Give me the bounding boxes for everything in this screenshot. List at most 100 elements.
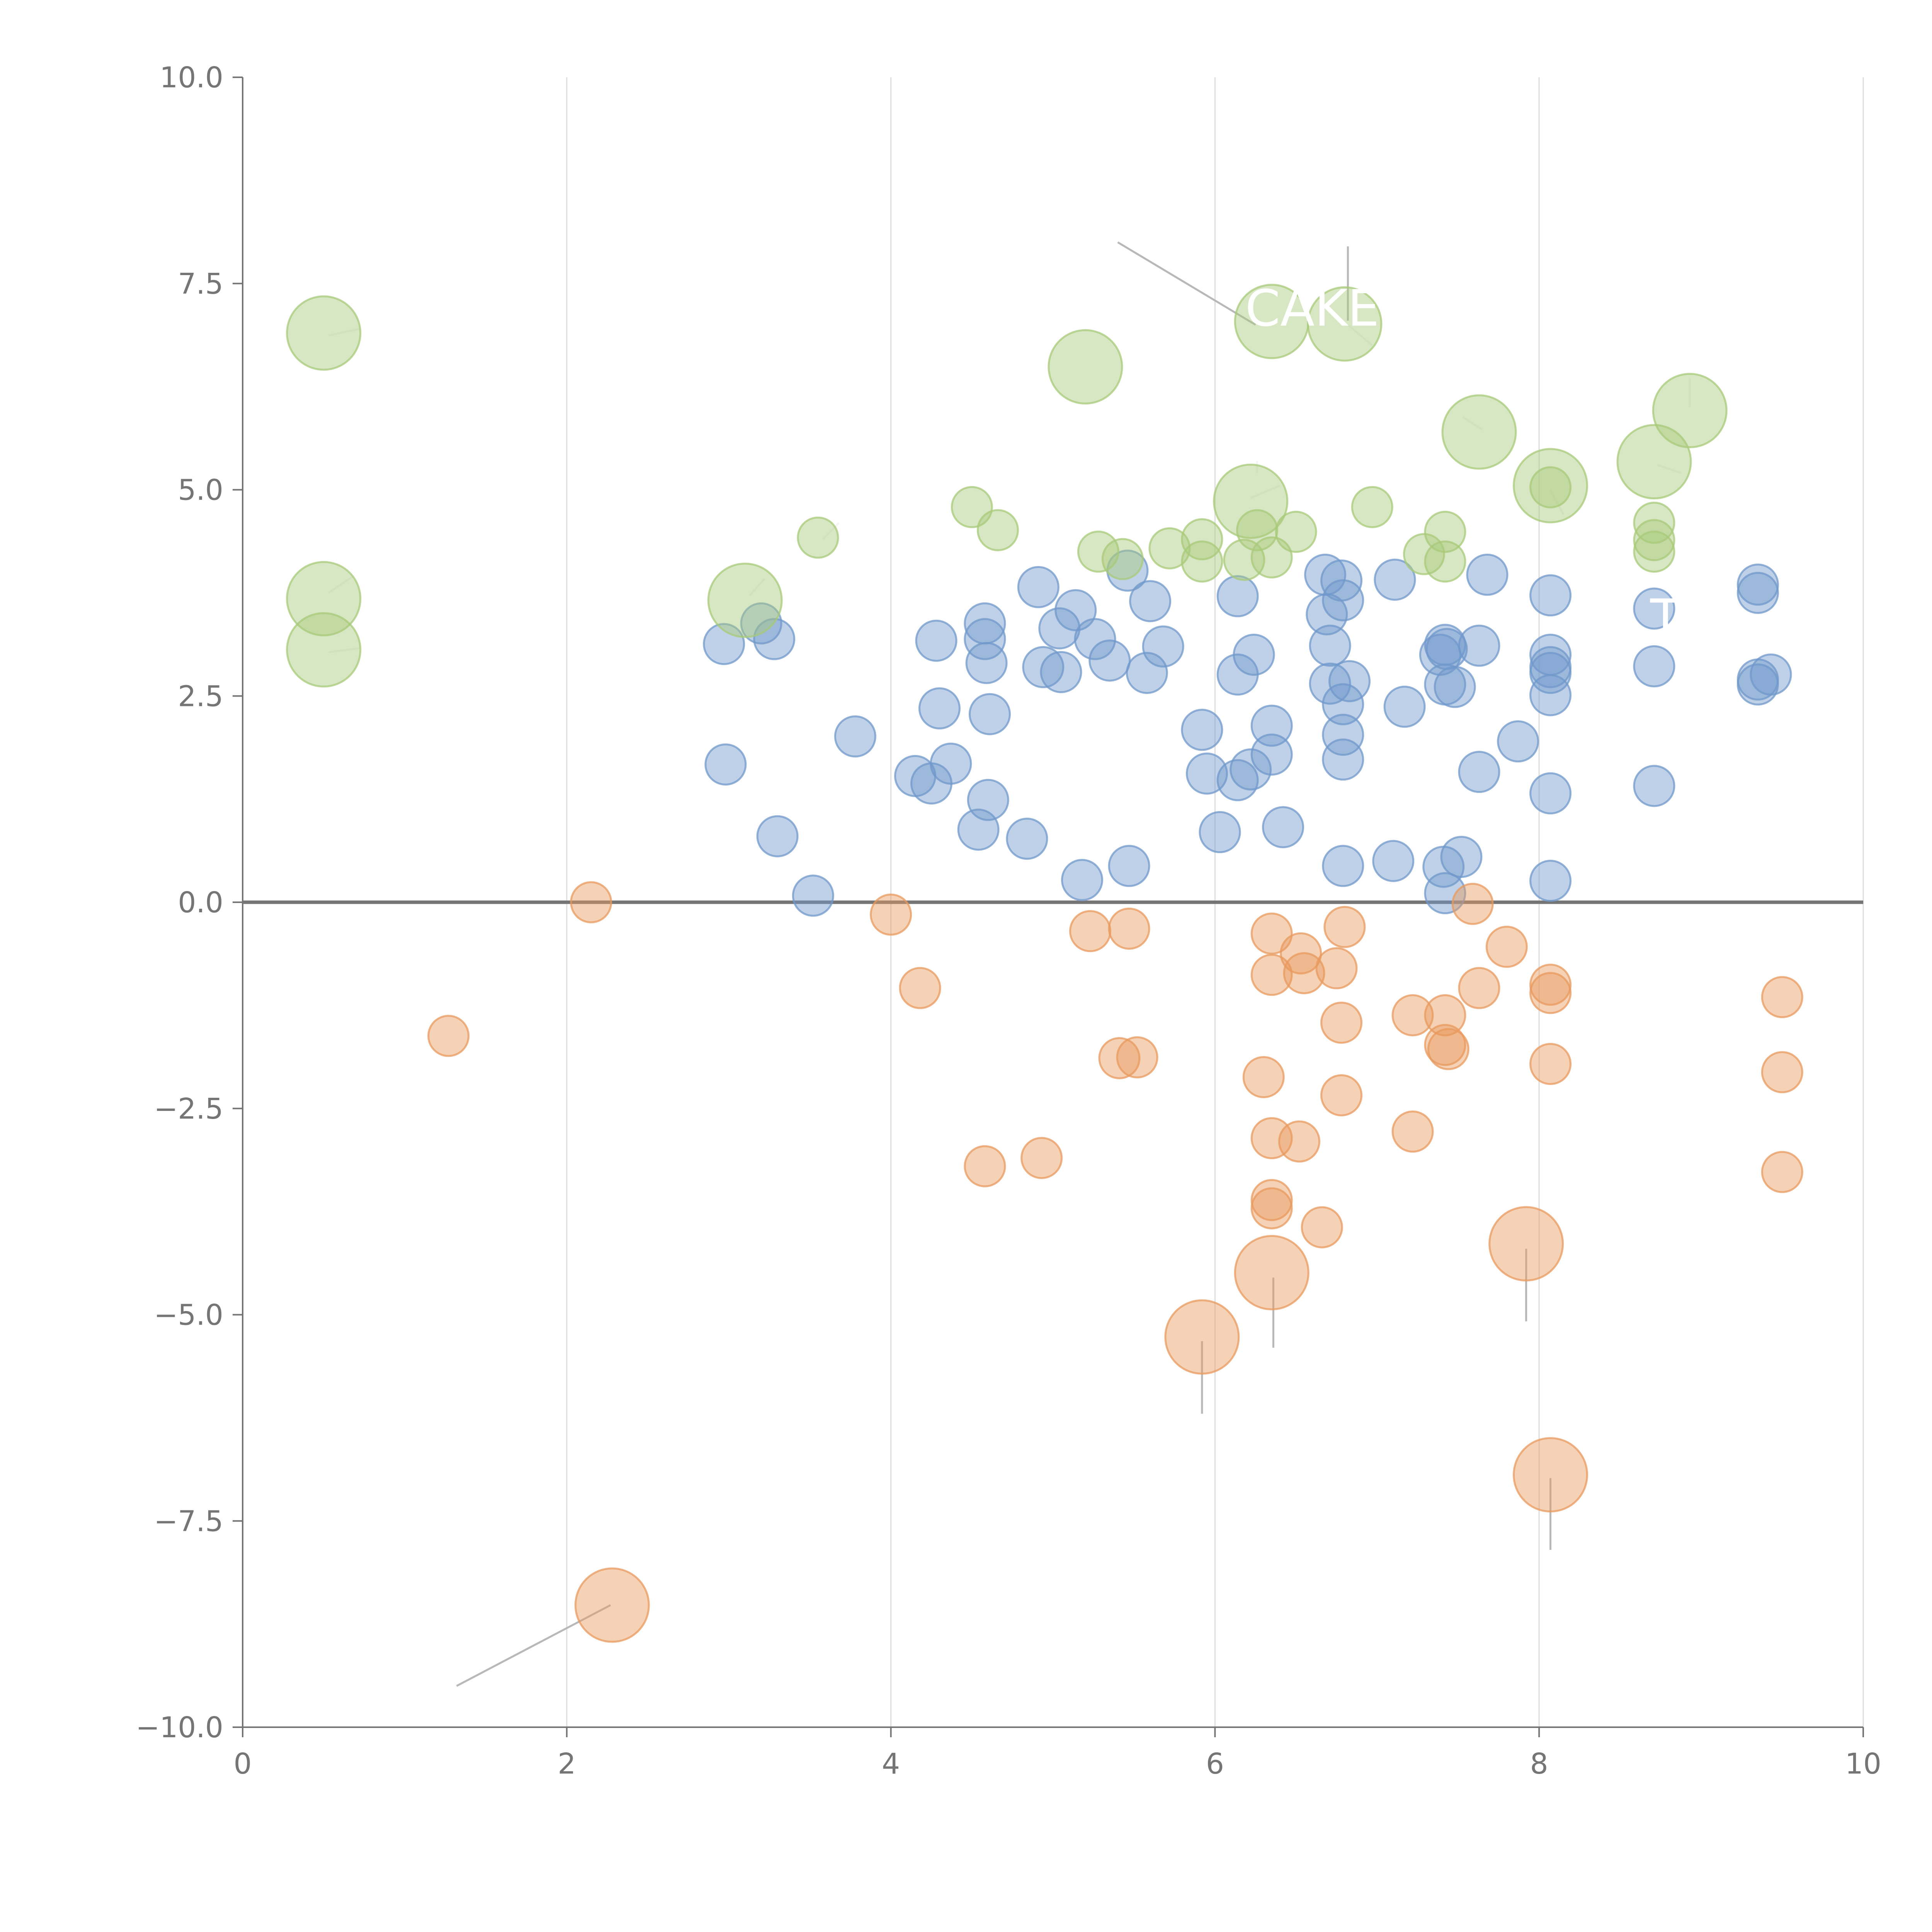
data-point-blue [1750,653,1792,696]
data-point-orange [1761,976,1803,1019]
data-point-blue [1372,840,1415,882]
data-point-blue [1017,566,1060,608]
data-point-blue [703,623,745,665]
y-tick-label: −5.0 [154,1299,223,1332]
data-point-blue [1322,683,1364,726]
leader-line [1117,241,1256,326]
data-point-blue [1322,738,1364,781]
data-point-blue [1129,580,1172,622]
x-tick-label: 0 [233,1747,252,1781]
y-tick-label: 0.0 [178,886,223,919]
data-point-green [1652,373,1728,449]
data-point-blue [792,874,834,917]
data-point-blue [1250,704,1293,747]
y-tick-label: −2.5 [154,1092,223,1126]
data-point-orange [1485,925,1528,968]
data-point-blue [918,687,961,730]
data-point-blue [930,742,972,785]
data-point-blue [1108,845,1150,887]
label-layer: CAKE T [1245,279,1681,647]
data-point-blue [834,715,876,758]
annotation-label: T [1650,588,1681,647]
data-point-green [1633,531,1675,573]
data-point-orange [964,1145,1006,1187]
leader-line [749,578,765,596]
data-point-blue [1322,579,1364,622]
data-point-orange [1424,994,1466,1036]
data-point-orange [1761,1051,1803,1094]
data-point-orange [1250,1117,1293,1160]
data-point-blue [1374,558,1416,601]
data-point-orange [1513,1437,1588,1513]
data-point-blue [915,619,957,662]
data-point-orange [1108,907,1150,950]
data-point-blue [1529,859,1572,902]
data-point-blue [1126,651,1168,694]
data-point-blue [1088,639,1131,682]
y-tick-label: 5.0 [178,474,223,507]
data-point-blue [1322,714,1364,756]
data-point-orange [574,1567,650,1643]
leader-layer [328,241,1691,1687]
data-point-blue [1529,674,1572,716]
leader-line [1549,489,1565,515]
data-point-blue [1322,845,1364,887]
x-tick-label: 10 [1845,1747,1881,1781]
data-point-blue [1262,806,1304,849]
leader-line [328,328,360,337]
data-point-orange [427,1015,470,1057]
data-point-blue [1233,634,1275,676]
data-point-green [1513,448,1588,524]
y-tick-label: 7.5 [178,267,223,301]
leader-line [1462,416,1483,430]
data-point-green [1250,536,1293,579]
data-point-orange [1391,994,1434,1036]
data-point-orange [1320,1074,1363,1117]
data-point-green [1048,329,1123,405]
data-point-green [1424,540,1466,583]
data-point-blue [1633,765,1675,807]
x-tick-label: 2 [558,1747,576,1781]
data-point-blue [1061,859,1103,901]
data-point-blue [965,642,1008,684]
x-tick-label: 4 [882,1747,900,1781]
data-point-orange [1098,1037,1141,1080]
data-point-green [1275,510,1317,553]
data-point-orange [1529,1043,1572,1085]
data-point-green [797,516,839,559]
data-point-orange [1458,967,1500,1009]
data-point-green [976,509,1019,551]
data-point-orange [1250,954,1293,996]
data-point-orange [899,967,941,1009]
data-point-green [1633,502,1675,544]
data-point-blue [1038,607,1081,650]
data-point-blue [1434,666,1476,708]
data-point-blue [1074,618,1116,660]
data-point-blue [1199,811,1241,854]
data-point-green [1529,466,1572,509]
data-point-orange [1529,972,1572,1014]
data-point-blue [968,693,1011,735]
data-point-green [1077,531,1119,573]
data-point-blue [704,743,747,786]
data-point-orange [1323,906,1366,948]
leader-line [328,647,360,653]
data-point-blue [1529,772,1572,815]
leader-line [328,575,354,594]
data-point-blue [1736,571,1779,614]
data-point-orange [1250,1187,1293,1230]
data-point-blue [753,618,796,660]
data-point-blue [1440,836,1483,878]
leader-line [822,522,840,540]
leader-line [1347,324,1373,346]
y-tick-label: −10.0 [136,1711,223,1744]
axis-layer: 0 2 4 6 8 10 −10.0 −7.5 −5.0 −2.5 0.0 2.5 5.0 7.5 10.0 [136,61,1881,1781]
data-point-green [1236,509,1278,551]
data-point-blue [1529,574,1572,617]
data-point-green [286,295,362,371]
data-point-orange [1020,1137,1063,1179]
data-point-green [286,612,362,688]
data-point-orange [570,881,612,923]
data-point-orange [1069,910,1111,952]
leader-line [1657,464,1682,474]
